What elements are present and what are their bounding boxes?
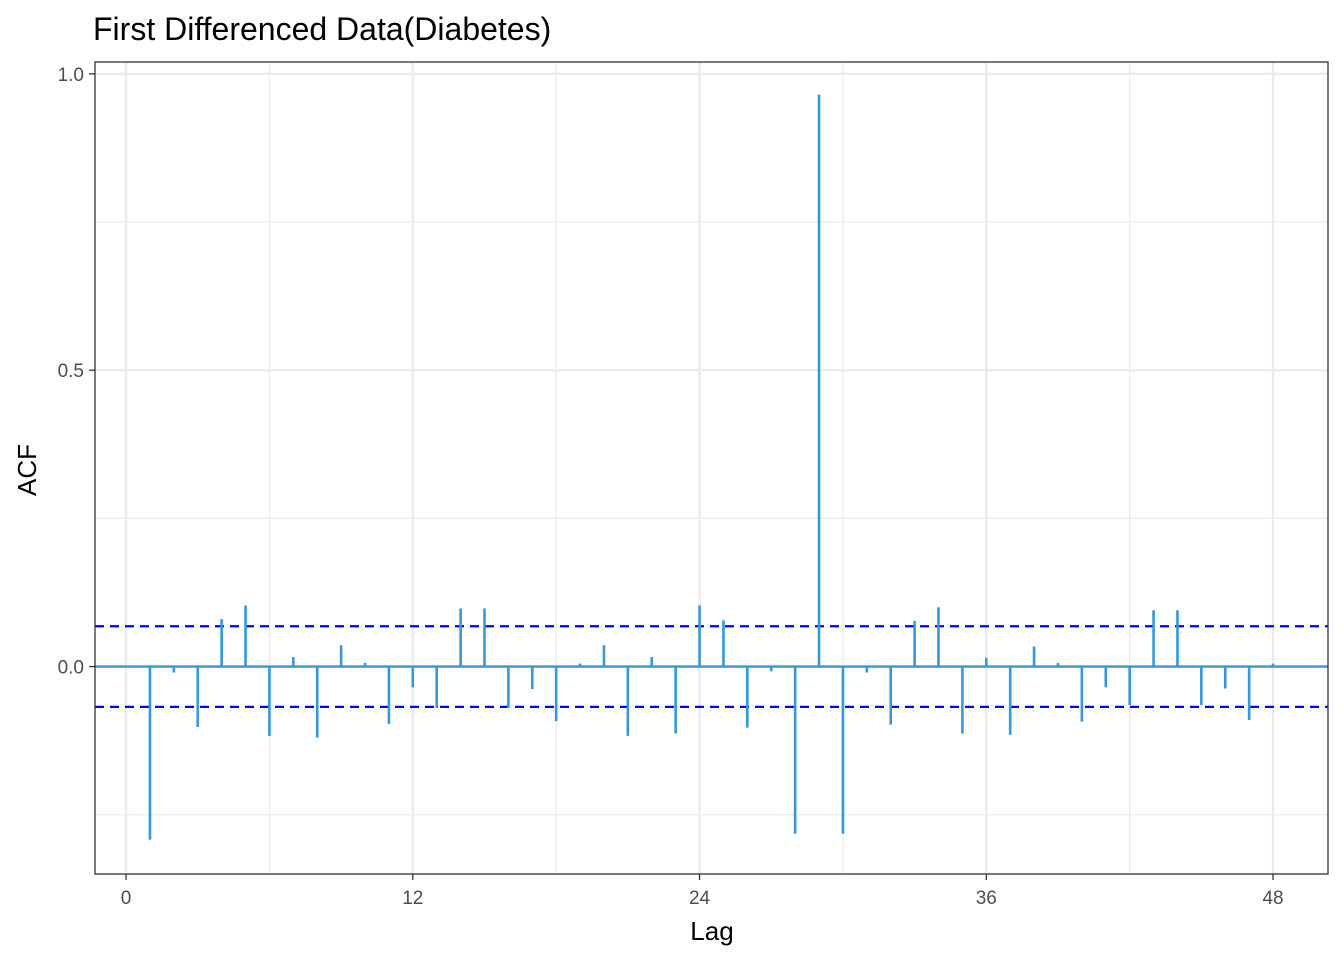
y-tick-label: 0.0 — [58, 658, 84, 679]
acf-bars — [95, 94, 1328, 840]
x-tick-label: 12 — [402, 888, 423, 909]
x-tick-label: 36 — [976, 888, 997, 909]
chart-title: First Differenced Data(Diabetes) — [93, 11, 551, 47]
y-axis-title: ACF — [12, 444, 42, 496]
grid — [95, 62, 1328, 874]
panel-border — [94, 61, 1329, 875]
y-axis: 0.0 0.5 1.0 — [58, 65, 95, 679]
y-tick-label: 0.5 — [58, 361, 84, 382]
x-axis: 0 12 24 36 48 — [121, 874, 1284, 909]
y-tick-label: 1.0 — [58, 65, 84, 86]
x-tick-label: 24 — [689, 888, 711, 909]
confidence-bounds — [95, 625, 1328, 708]
x-tick-label: 0 — [121, 888, 132, 909]
x-tick-label: 48 — [1262, 888, 1283, 909]
x-axis-title: Lag — [690, 916, 733, 946]
